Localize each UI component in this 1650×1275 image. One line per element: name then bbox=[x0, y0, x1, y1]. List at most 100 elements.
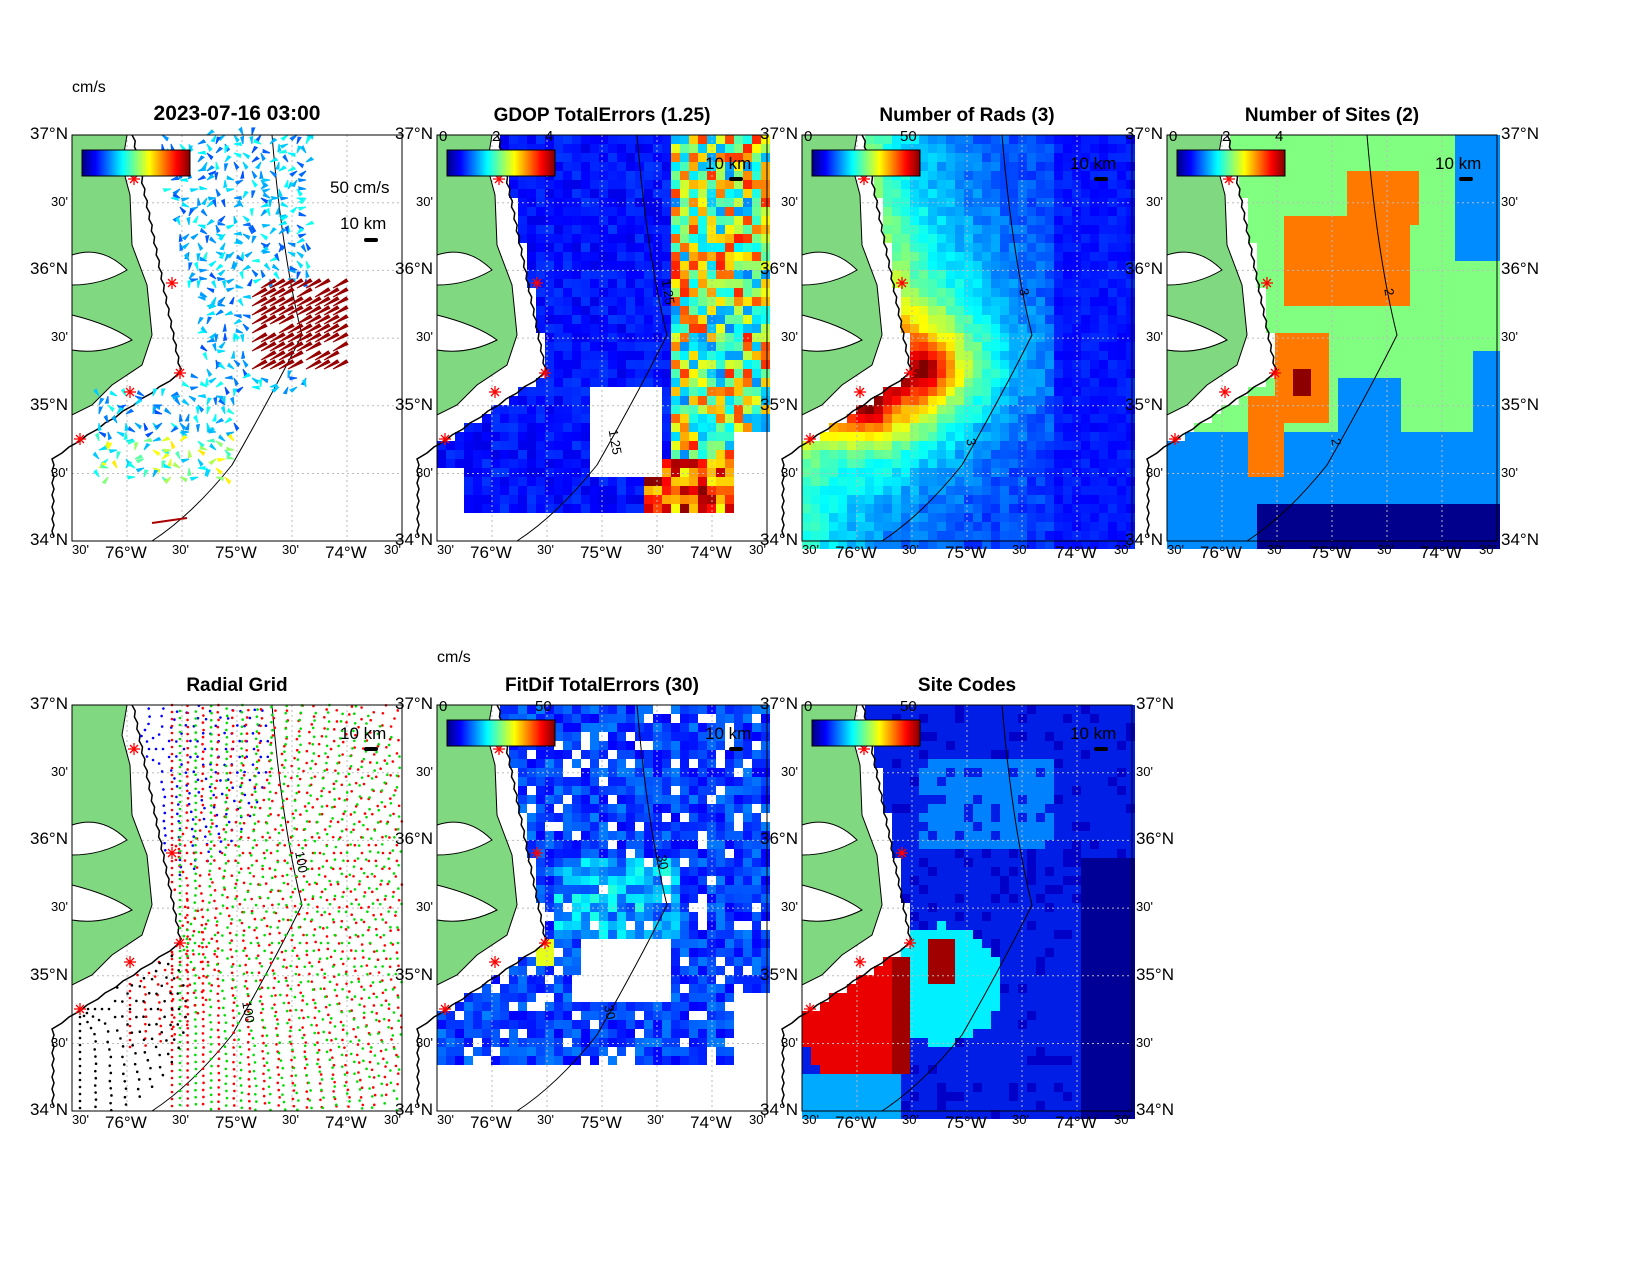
data-cell bbox=[973, 279, 982, 288]
data-cell bbox=[937, 153, 946, 162]
data-cell bbox=[1446, 171, 1455, 180]
radial-grid-point bbox=[170, 873, 174, 877]
data-cell bbox=[680, 324, 689, 333]
data-cell bbox=[1392, 432, 1401, 441]
radial-grid-point bbox=[230, 829, 234, 832]
data-cell bbox=[1482, 153, 1491, 162]
data-cell bbox=[1455, 468, 1464, 477]
data-cell bbox=[761, 333, 770, 342]
data-cell bbox=[716, 450, 725, 459]
current-vector bbox=[162, 448, 172, 453]
radial-grid-point bbox=[215, 939, 219, 943]
data-cell bbox=[716, 504, 725, 513]
lat-tick-label: 30' bbox=[1501, 193, 1518, 209]
data-cell bbox=[626, 180, 635, 189]
data-cell bbox=[1081, 540, 1090, 549]
data-cell bbox=[1027, 513, 1036, 522]
data-cell bbox=[734, 234, 743, 243]
data-cell bbox=[1365, 414, 1374, 423]
data-cell bbox=[518, 486, 527, 495]
current-vector bbox=[134, 395, 143, 402]
data-cell bbox=[1329, 252, 1338, 261]
data-cell bbox=[545, 423, 554, 432]
data-cell bbox=[1338, 432, 1347, 441]
data-cell bbox=[1275, 414, 1284, 423]
panel-radialgrid: Radial Grid 10 km 100 100 37°N 30' 36°N 30' 35°N… bbox=[30, 675, 404, 1132]
current-vector bbox=[206, 200, 215, 208]
data-cell bbox=[982, 414, 991, 423]
data-cell bbox=[1473, 540, 1482, 549]
data-cell bbox=[1257, 216, 1266, 225]
data-cell bbox=[982, 189, 991, 198]
data-cell bbox=[1090, 207, 1099, 216]
data-cell bbox=[1275, 216, 1284, 225]
data-cell bbox=[1117, 369, 1126, 378]
data-cell bbox=[955, 531, 964, 540]
data-cell bbox=[811, 540, 820, 549]
current-vector bbox=[215, 395, 224, 401]
data-cell bbox=[680, 171, 689, 180]
data-cell bbox=[1036, 540, 1045, 549]
data-cell bbox=[527, 423, 536, 432]
data-cell bbox=[1257, 432, 1266, 441]
data-cell bbox=[1437, 369, 1446, 378]
data-cell bbox=[1072, 324, 1081, 333]
sound-water bbox=[801, 251, 863, 352]
current-vector bbox=[332, 305, 349, 316]
current-vector bbox=[208, 458, 217, 466]
data-cell bbox=[1266, 135, 1275, 144]
data-cell bbox=[1464, 486, 1473, 495]
data-cell bbox=[982, 171, 991, 180]
data-cell bbox=[1347, 405, 1356, 414]
data-cell bbox=[1338, 144, 1347, 153]
data-cell bbox=[572, 261, 581, 270]
data-cell bbox=[1356, 261, 1365, 270]
lon-tick-label: 30' bbox=[1267, 542, 1284, 557]
panel-title: Number of Rads (3) bbox=[879, 105, 1055, 126]
data-cell bbox=[671, 324, 680, 333]
data-cell bbox=[1099, 504, 1108, 513]
data-cell bbox=[1482, 135, 1491, 144]
colorbar-tick-label: 4 bbox=[1275, 128, 1284, 145]
data-cell bbox=[644, 360, 653, 369]
data-cell bbox=[1302, 450, 1311, 459]
radial-grid-point bbox=[211, 822, 214, 825]
data-cell bbox=[1018, 468, 1027, 477]
radial-grid-point bbox=[239, 867, 243, 871]
radial-grid-point bbox=[248, 851, 252, 855]
data-cell bbox=[1203, 522, 1212, 531]
data-cell bbox=[1090, 216, 1099, 225]
data-cell bbox=[1446, 243, 1455, 252]
data-cell bbox=[955, 243, 964, 252]
data-cell bbox=[1356, 522, 1365, 531]
data-cell bbox=[1329, 270, 1338, 279]
data-cell bbox=[581, 486, 590, 495]
data-cell bbox=[1054, 333, 1063, 342]
data-cell bbox=[1482, 207, 1491, 216]
data-cell bbox=[1302, 495, 1311, 504]
data-cell bbox=[1437, 279, 1446, 288]
data-cell bbox=[1126, 450, 1135, 459]
data-cell bbox=[1275, 486, 1284, 495]
data-cell bbox=[1464, 468, 1473, 477]
data-cell bbox=[1108, 234, 1117, 243]
data-cell bbox=[937, 225, 946, 234]
current-vector bbox=[278, 323, 295, 334]
data-cell bbox=[716, 198, 725, 207]
data-cell bbox=[919, 234, 928, 243]
data-cell bbox=[455, 459, 464, 468]
radial-grid-point bbox=[259, 755, 263, 759]
data-cell bbox=[1284, 432, 1293, 441]
data-cell bbox=[1302, 288, 1311, 297]
data-cell bbox=[1437, 414, 1446, 423]
data-cell bbox=[1072, 180, 1081, 189]
data-cell bbox=[937, 486, 946, 495]
data-cell bbox=[1036, 450, 1045, 459]
data-cell bbox=[1293, 162, 1302, 171]
data-cell bbox=[491, 477, 500, 486]
data-cell bbox=[1320, 243, 1329, 252]
data-cell bbox=[1401, 207, 1410, 216]
current-vector bbox=[209, 236, 217, 244]
radial-grid-point bbox=[202, 938, 205, 941]
current-vector bbox=[218, 362, 226, 370]
